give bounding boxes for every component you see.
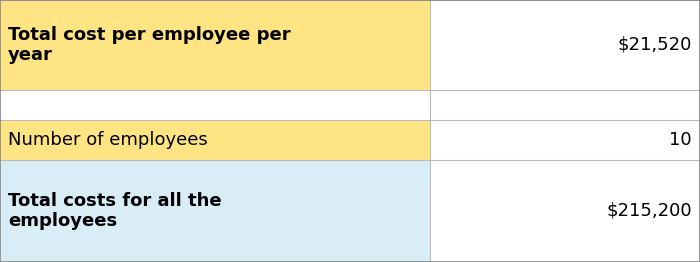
Text: Total cost per employee per
year: Total cost per employee per year [8, 26, 290, 64]
Bar [430, 120, 700, 160]
Text: Number of employees: Number of employees [8, 131, 208, 149]
Bar [430, 90, 700, 120]
Text: $215,200: $215,200 [606, 202, 692, 220]
Bar [0, 120, 430, 160]
Text: $21,520: $21,520 [617, 36, 692, 54]
Bar [0, 90, 430, 120]
Text: 10: 10 [669, 131, 692, 149]
Bar [0, 0, 430, 90]
Bar [0, 160, 430, 262]
Text: Total costs for all the
employees: Total costs for all the employees [8, 192, 222, 230]
Bar [430, 160, 700, 262]
Bar [430, 0, 700, 90]
